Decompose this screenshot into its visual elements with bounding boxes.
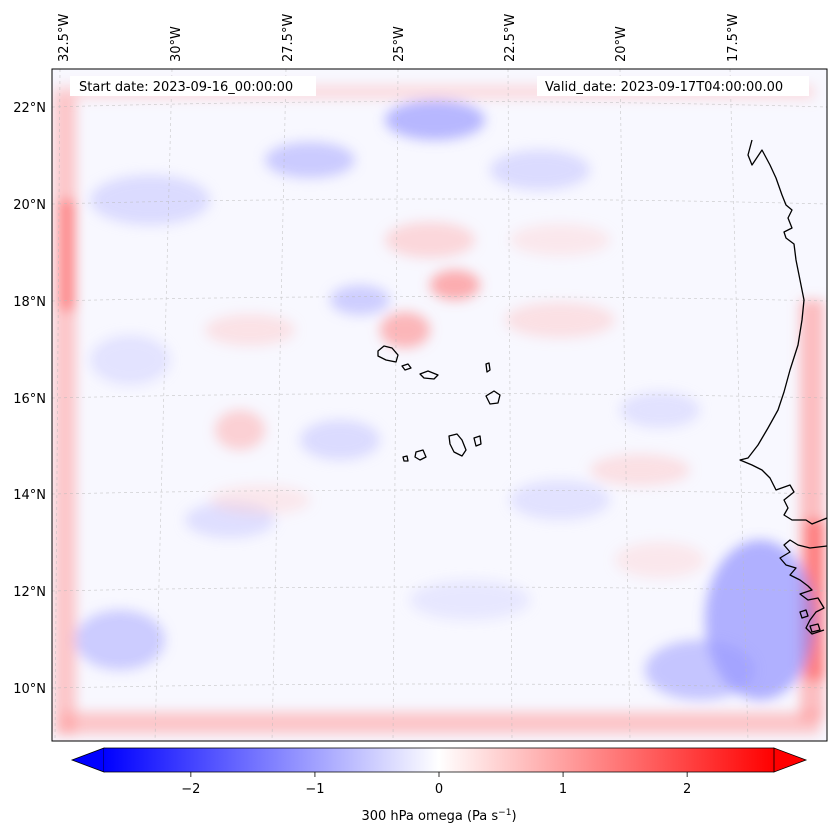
africa-coast: [739, 139, 827, 635]
lat-label: 16°N: [13, 392, 46, 407]
start-date-label: Start date: 2023-09-16_00:00:00: [79, 80, 293, 95]
lat-label: 20°N: [13, 198, 46, 213]
colorbar-body: [104, 748, 774, 772]
lat-label: 10°N: [13, 682, 46, 697]
colorbar-label: 300 hPa omega (Pa s−1): [361, 808, 516, 824]
valid-date-box: [537, 76, 809, 96]
island-sao-nicolau: [419, 370, 439, 380]
start-date-box: [70, 76, 316, 96]
graticule: [52, 69, 827, 741]
colorbar-extend-max: [773, 747, 808, 773]
colorbar-tick-label: −2: [181, 782, 200, 797]
lon-label: 17.5°W: [726, 14, 741, 62]
lon-label: 32.5°W: [57, 14, 72, 62]
colorbar-tick-label: 1: [559, 782, 567, 797]
valid-date-label: Valid_date: 2023-09-17T04:00:00.00: [545, 80, 783, 95]
lon-label: 20°W: [614, 26, 629, 62]
lat-label: 22°N: [13, 101, 46, 116]
island-fogo: [414, 449, 427, 461]
lon-label: 22.5°W: [503, 14, 518, 62]
colorbar-extend-min: [70, 747, 105, 773]
island-sao-vicente: [401, 363, 412, 371]
island-brava: [402, 455, 409, 462]
island-santiago: [448, 433, 467, 457]
lat-label: 18°N: [13, 295, 46, 310]
lon-label: 25°W: [392, 26, 407, 62]
colorbar-tick-label: 0: [435, 782, 443, 797]
lat-label: 12°N: [13, 585, 46, 600]
map-frame: [51, 68, 828, 742]
map-panel: Start date: 2023-09-16_00:00:00 Valid_da…: [52, 69, 827, 741]
colorbar: −2 −1 0 1 2 300 hPa omega (Pa s−1): [70, 747, 808, 824]
lon-label: 27.5°W: [281, 14, 296, 62]
colorbar-ticks: −2 −1 0 1 2: [181, 772, 691, 797]
latitude-labels: 22°N 20°N 18°N 16°N 14°N 12°N 10°N: [13, 101, 46, 697]
coastline: [377, 139, 827, 635]
island-bijagos: [799, 609, 821, 633]
colorbar-tick-label: −1: [305, 782, 324, 797]
colorbar-tick-label: 2: [683, 782, 691, 797]
island-santo-antao: [377, 345, 399, 363]
omega-field: [54, 85, 825, 735]
island-sal: [485, 362, 491, 373]
lon-label: 30°W: [169, 26, 184, 62]
island-maio: [473, 435, 482, 447]
lat-label: 14°N: [13, 488, 46, 503]
longitude-labels: 32.5°W 30°W 27.5°W 25°W 22.5°W 20°W 17.5…: [57, 14, 741, 62]
island-boa-vista: [485, 390, 501, 405]
